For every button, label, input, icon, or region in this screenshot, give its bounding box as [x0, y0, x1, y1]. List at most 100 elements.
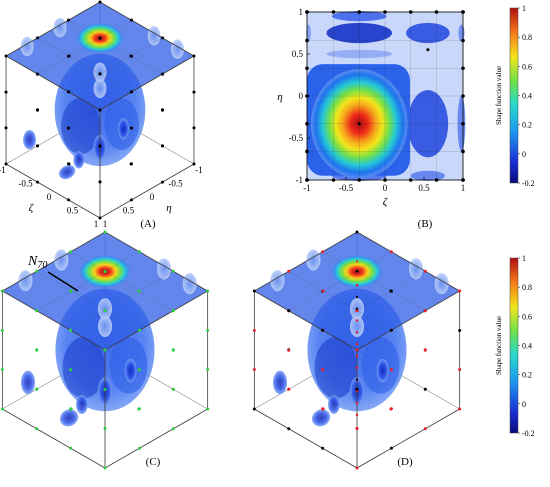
colorbar-tick-label: 0.8 [522, 33, 532, 42]
node [69, 250, 73, 254]
node [321, 446, 325, 450]
node [423, 269, 427, 273]
node [423, 309, 427, 313]
grid-line [322, 251, 426, 311]
node [423, 387, 427, 391]
zeta-tick: -0.5 [18, 179, 33, 189]
node [69, 328, 73, 332]
y-tick-label: -1 [296, 175, 304, 185]
node [252, 407, 256, 411]
node [206, 289, 210, 293]
node [423, 348, 427, 352]
node [458, 407, 462, 411]
node [355, 343, 359, 346]
node [389, 328, 393, 332]
node [171, 348, 175, 352]
node [389, 407, 393, 411]
grid-line [37, 37, 132, 93]
panel-d [252, 230, 462, 470]
node [389, 250, 393, 254]
cube-edge [2, 408, 106, 469]
node [129, 90, 133, 94]
node [35, 387, 39, 391]
node [160, 36, 164, 40]
top-lobe [349, 315, 365, 338]
node [252, 329, 256, 333]
x-tick-label: 0 [383, 183, 388, 193]
volume-lobe [20, 370, 36, 395]
top-lobe [93, 62, 107, 82]
node [355, 390, 359, 393]
grid-line [68, 19, 163, 75]
node [192, 126, 196, 130]
node [321, 368, 325, 372]
node [98, 36, 102, 40]
node [321, 328, 325, 332]
node [160, 144, 164, 148]
volume-lobe [61, 98, 100, 155]
panel-c [0, 230, 210, 470]
node [4, 90, 8, 94]
node [321, 407, 325, 411]
node [129, 54, 133, 58]
node [103, 230, 107, 234]
eta-tick: -1 [195, 165, 203, 175]
node [389, 446, 393, 450]
grid-line [36, 251, 140, 311]
node [98, 216, 102, 220]
node [35, 427, 39, 431]
node [36, 72, 40, 76]
node [35, 309, 39, 313]
node [129, 198, 133, 202]
eta-tick: 1 [103, 219, 108, 229]
node [129, 162, 133, 166]
node [103, 388, 107, 392]
node [252, 289, 256, 293]
top-lobe [97, 315, 113, 338]
node [98, 180, 102, 184]
zeta-label: ζ [29, 202, 35, 214]
panel-label-c: (C) [146, 456, 161, 468]
node [355, 319, 359, 322]
zeta-tick: 0 [47, 192, 52, 202]
node [355, 295, 359, 298]
node [98, 108, 102, 112]
node [129, 126, 133, 130]
node [103, 426, 107, 430]
node [4, 54, 8, 58]
node [355, 366, 359, 369]
grid-line [37, 19, 132, 75]
node [137, 407, 141, 411]
node [206, 329, 210, 333]
node [355, 260, 359, 263]
node [98, 0, 102, 4]
node [4, 162, 8, 166]
lobe [406, 22, 450, 44]
y-tick-label: 0 [299, 91, 304, 101]
volume-lobe [58, 165, 76, 180]
node [389, 289, 393, 293]
node [137, 328, 141, 332]
node [287, 269, 291, 273]
node [458, 329, 462, 333]
node [69, 368, 73, 372]
colorbar-tick-label: 1 [522, 4, 526, 13]
node [36, 144, 40, 148]
node [287, 348, 291, 352]
cube-edge [104, 408, 208, 469]
node [129, 18, 133, 22]
node [137, 368, 141, 372]
node [67, 18, 71, 22]
cube-edge [5, 163, 101, 219]
annotation-main: N [27, 254, 38, 269]
node [355, 388, 359, 392]
cube-edge [356, 231, 460, 292]
node [0, 367, 4, 371]
volume-lobe [272, 370, 288, 395]
node [171, 269, 175, 273]
node [0, 289, 4, 293]
volume-lobe [23, 129, 37, 150]
y-tick-label: -0.5 [289, 133, 304, 143]
node [67, 162, 71, 166]
